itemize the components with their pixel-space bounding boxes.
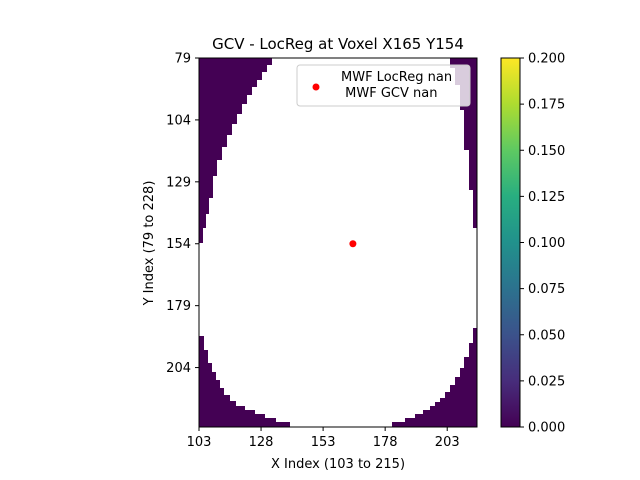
y-tick-label: 154 [166, 237, 191, 252]
legend-label-line2: MWF GCV nan [341, 86, 437, 101]
colorbar-tick-label: 0.100 [528, 236, 565, 251]
y-tick-label: 129 [166, 175, 191, 190]
legend-label-line1: MWF LocReg nan [341, 70, 452, 85]
x-tick-label: 153 [311, 435, 336, 450]
colorbar: 0.000 0.025 0.050 0.075 0.100 0.125 0.150 0.175… [500, 52, 565, 436]
heatmap [199, 58, 477, 427]
x-axis: 103 128 153 178 203 [187, 427, 460, 450]
colorbar-tick-label: 0.125 [528, 190, 565, 205]
legend-marker [312, 83, 320, 91]
colorbar-tick-label: 0.050 [528, 328, 565, 343]
colorbar-gradient [500, 57, 521, 428]
x-tick-label: 128 [249, 435, 274, 450]
colorbar-ticks: 0.000 0.025 0.050 0.075 0.100 0.125 0.150 0.175… [520, 52, 565, 436]
data-point-voxel [349, 240, 357, 248]
x-tick-label: 178 [373, 435, 398, 450]
colorbar-tick-label: 0.200 [528, 52, 565, 67]
colorbar-tick-label: 0.075 [528, 282, 565, 297]
x-axis-label: X Index (103 to 215) [271, 457, 405, 472]
colorbar-tick-label: 0.150 [528, 144, 565, 159]
chart-title: GCV - LocReg at Voxel X165 Y154 [212, 35, 464, 53]
y-axis: 79 104 129 154 179 204 [166, 52, 199, 376]
y-tick-label: 79 [174, 52, 191, 67]
colorbar-tick-label: 0.025 [528, 374, 565, 389]
x-tick-label: 203 [435, 435, 460, 450]
plot-frame [198, 57, 478, 428]
colorbar-tick-label: 0.000 [528, 421, 565, 436]
y-axis-label: Y Index (79 to 228) [142, 181, 157, 307]
y-tick-label: 204 [166, 361, 191, 376]
x-tick-label: 103 [187, 435, 212, 450]
y-tick-label: 104 [166, 113, 191, 128]
y-tick-label: 179 [166, 299, 191, 314]
colorbar-tick-label: 0.175 [528, 98, 565, 113]
legend: MWF LocReg nan MWF GCV nan [296, 64, 471, 107]
legend-box [296, 64, 471, 107]
brain-mask [199, 58, 477, 427]
